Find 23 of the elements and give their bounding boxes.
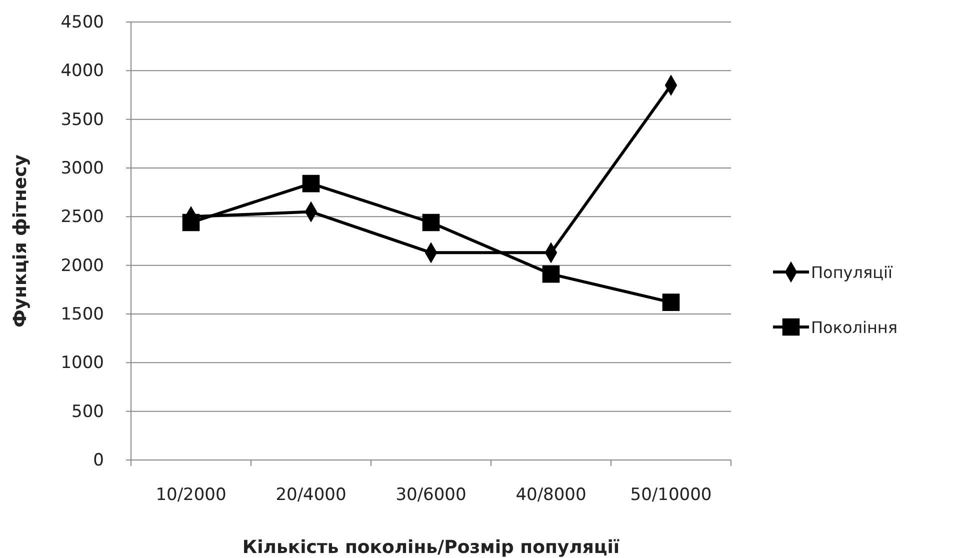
- x-tick-label: 20/4000: [276, 485, 346, 506]
- x-tick-label: 30/6000: [396, 485, 466, 506]
- y-tick-label: 4500: [60, 12, 104, 32]
- y-tick-label: 2500: [60, 207, 104, 228]
- x-tick-label: 50/10000: [630, 485, 712, 506]
- y-tick-label: 3500: [60, 110, 104, 130]
- x-axis-title: Кількість поколінь/Розмір популяції: [242, 537, 620, 558]
- point: [422, 214, 440, 232]
- point: [662, 294, 680, 311]
- y-tick-label: 4000: [60, 61, 104, 82]
- y-tick-label: 3000: [60, 158, 104, 178]
- y-axis-title: Функція фітнесу: [10, 154, 31, 328]
- point: [542, 265, 560, 283]
- y-tick-label: 0: [93, 450, 104, 470]
- legend-label: Покоління: [811, 318, 898, 337]
- y-tick-label: 2000: [60, 256, 104, 276]
- x-tick-label: 40/8000: [516, 485, 586, 506]
- x-tick-label: 10/2000: [156, 485, 226, 506]
- y-tick-label: 1000: [60, 353, 104, 374]
- point: [302, 174, 320, 192]
- legend-label: Популяції: [811, 263, 893, 282]
- y-tick-label: 1500: [60, 304, 104, 324]
- y-tick-label: 500: [72, 402, 104, 422]
